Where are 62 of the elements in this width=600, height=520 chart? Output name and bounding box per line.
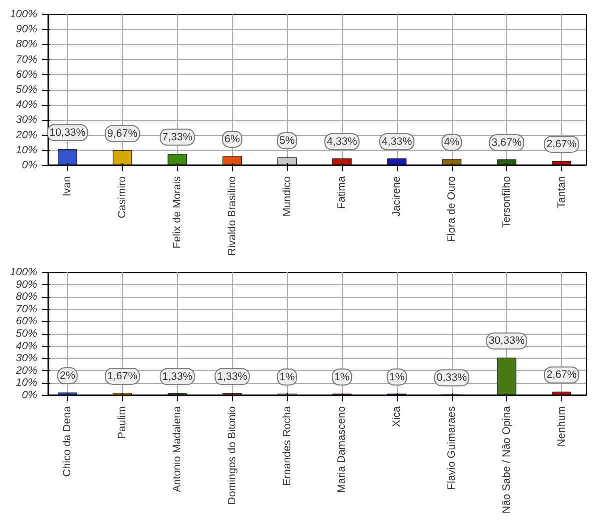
y-tick-label: 90%: [16, 24, 38, 36]
x-tick-label: Xica: [391, 406, 404, 428]
y-tick-label: 0%: [22, 390, 38, 402]
data-label: 1%: [334, 371, 350, 384]
y-tick-label: 50%: [16, 328, 38, 340]
y-tick-label: 40%: [16, 340, 38, 352]
data-label: 4,33%: [382, 136, 413, 148]
x-tick-label: Ernandes Rocha: [281, 406, 294, 486]
y-tick-label: 80%: [16, 38, 38, 51]
data-label: 7,33%: [162, 131, 194, 144]
x-tick-label: Mundico: [281, 176, 294, 217]
y-tick-label: 100%: [10, 8, 38, 20]
x-tick-label: Não Sabe / Não Opina: [500, 406, 513, 514]
x-tick-label: Flora de Ouro: [446, 176, 458, 242]
y-tick-label: 70%: [16, 303, 38, 316]
x-tick-label: Jacirene: [391, 176, 404, 217]
data-label: 2,67%: [546, 369, 578, 382]
y-tick-label: 60%: [16, 316, 38, 328]
data-label: 10,33%: [50, 126, 86, 139]
data-label: 3,67%: [492, 136, 523, 149]
y-tick-label: 10%: [16, 377, 38, 390]
data-label: 1%: [389, 371, 406, 384]
data-label: 1,33%: [162, 370, 194, 383]
y-tick-label: 70%: [16, 54, 38, 66]
data-label: 2,67%: [546, 138, 578, 150]
y-tick-label: 30%: [16, 114, 38, 126]
x-tick-label: Nenhum: [556, 406, 568, 447]
y-tick-label: 50%: [16, 84, 38, 96]
y-tick-label: 20%: [15, 129, 38, 142]
data-label: 4,33%: [327, 136, 358, 148]
y-tick-label: 30%: [16, 352, 38, 365]
x-tick-label: Flavio Guimaraes: [446, 406, 458, 490]
x-tick-label: Ivan: [62, 176, 74, 197]
x-tick-label: Paulim: [116, 406, 129, 440]
y-tick-label: 10%: [16, 144, 38, 156]
data-label: 30,33%: [488, 335, 526, 348]
y-tick-label: 20%: [15, 364, 38, 377]
x-tick-label: Antonio Madalena: [172, 406, 184, 492]
data-label: 1%: [280, 371, 296, 384]
x-tick-label: Chico da Dena: [62, 406, 74, 477]
x-tick-label: Fatima: [336, 176, 348, 210]
x-tick-label: Rivaldo Brasilino: [226, 176, 238, 256]
data-label: 1,67%: [108, 370, 138, 382]
x-tick-label: Domingos do Bitonio: [226, 406, 238, 505]
x-tick-label: Tantan: [556, 176, 568, 208]
data-label: 5%: [280, 134, 296, 147]
x-tick-label: Maria Damasceno: [336, 406, 348, 493]
data-label: 6%: [224, 133, 241, 146]
data-label: 2%: [60, 370, 76, 382]
x-tick-label: Tersonfilho: [500, 176, 513, 228]
data-label: 0,33%: [436, 372, 468, 384]
x-tick-label: Felix de Morais: [172, 176, 184, 249]
y-tick-label: 100%: [10, 266, 38, 278]
y-tick-label: 60%: [16, 68, 38, 81]
data-label: 9,67%: [108, 128, 138, 140]
data-label: 1,33%: [217, 370, 248, 383]
data-label: 4%: [444, 136, 460, 148]
y-tick-label: 0%: [22, 160, 38, 172]
x-tick-label: Casimiro: [116, 176, 129, 219]
y-tick-label: 90%: [16, 278, 38, 291]
y-tick-label: 80%: [16, 291, 38, 304]
y-tick-label: 40%: [16, 99, 38, 112]
